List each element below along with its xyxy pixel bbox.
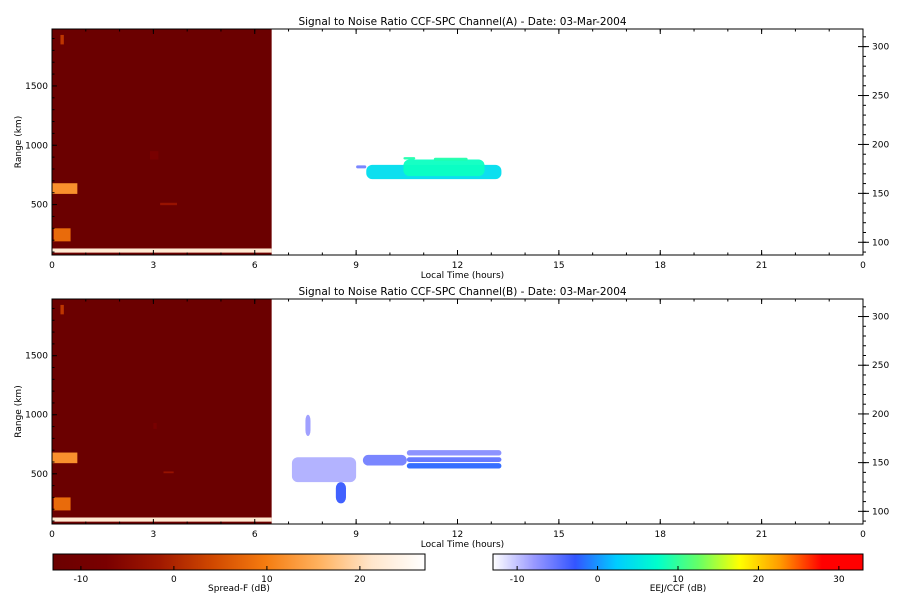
colorbar-tick-label: 20 <box>354 575 366 585</box>
spread-f-feature <box>149 151 159 160</box>
x-tick-label: 18 <box>655 261 667 271</box>
x-tick-label: 0 <box>49 261 55 271</box>
x-tick-label: 3 <box>151 530 157 540</box>
x-tick-label: 12 <box>452 530 463 540</box>
spread-f-block <box>52 299 272 524</box>
spread-f-feature <box>160 202 178 206</box>
eej-echo <box>335 482 346 504</box>
panel-channel-a: 0 3 6 9 12 15 18 21 0 500 1000 1500 100 150 200 250 300 S… <box>14 16 889 281</box>
x-tick-label: 0 <box>860 530 866 540</box>
y2-tick-label: 150 <box>872 189 889 199</box>
x-tick-label: 0 <box>860 261 866 271</box>
colorbar-tick-label: -10 <box>74 575 89 585</box>
spread-f-feature <box>52 183 78 194</box>
x-tick-label: 12 <box>452 261 463 271</box>
spread-f-feature <box>60 34 64 45</box>
y2-tick-label: 150 <box>872 459 889 469</box>
spread-f-feature <box>53 497 71 511</box>
spread-f-feature <box>153 423 157 429</box>
x-axis-label: Local Time (hours) <box>421 540 504 550</box>
y2-tick-label: 100 <box>872 238 889 248</box>
colorbar-tick-label: 10 <box>261 575 273 585</box>
y2-tick-label: 200 <box>872 140 889 150</box>
eej-echo <box>406 450 502 456</box>
y-tick-label: 1500 <box>25 352 48 362</box>
panel-channel-b: 0 3 6 9 12 15 18 21 0 500 1000 1500 100 150 200 250 300 S… <box>14 286 889 550</box>
colorbar-tick-label: 30 <box>833 575 845 585</box>
colorbar-eej-ccf: -10 0 10 20 30 EEJ/CCF (dB) <box>492 553 864 594</box>
y-axis-label: Range (km) <box>14 116 24 168</box>
spread-f-block <box>52 29 272 255</box>
x-tick-label: 18 <box>655 530 667 540</box>
eej-echo <box>291 457 357 483</box>
y-tick-label: 1500 <box>25 82 48 92</box>
colorbar-tick-label: -10 <box>510 575 525 585</box>
eej-echo <box>362 454 407 466</box>
x-tick-label: 9 <box>353 261 359 271</box>
eej-echo <box>356 165 367 169</box>
eej-echo <box>406 457 502 462</box>
x-tick-label: 15 <box>553 261 564 271</box>
colorbar-tick-label: 0 <box>171 575 177 585</box>
spread-f-feature <box>60 304 64 315</box>
colorbar-label: EEJ/CCF (dB) <box>650 584 707 594</box>
y2-tick-label: 300 <box>872 313 889 323</box>
spread-f-feature <box>52 248 272 253</box>
x-tick-label: 6 <box>252 261 258 271</box>
y-axis-label: Range (km) <box>14 385 24 437</box>
eej-echo <box>403 157 416 160</box>
eej-echo <box>433 157 468 161</box>
x-tick-label: 15 <box>553 530 564 540</box>
spread-f-feature <box>52 452 78 464</box>
x-tick-label: 21 <box>756 530 767 540</box>
y2-tick-label: 200 <box>872 410 889 420</box>
spread-f-feature <box>52 517 272 522</box>
colorbar-tick-label: 10 <box>672 575 684 585</box>
spread-f-feature <box>163 471 174 474</box>
x-tick-label: 3 <box>151 261 157 271</box>
colorbar-rect <box>52 553 426 571</box>
colorbar-label: Spread-F (dB) <box>208 584 270 594</box>
x-tick-label: 9 <box>353 530 359 540</box>
y-tick-label: 500 <box>31 201 48 211</box>
y-tick-label: 500 <box>31 470 48 480</box>
plot-title: Signal to Noise Ratio CCF-SPC Channel(B)… <box>298 286 626 298</box>
x-tick-label: 6 <box>252 530 258 540</box>
y2-tick-label: 250 <box>872 361 889 371</box>
x-tick-label: 0 <box>49 530 55 540</box>
colorbar-tick-label: 0 <box>595 575 601 585</box>
eej-echo <box>403 159 485 177</box>
eej-echo <box>406 463 502 469</box>
colorbar-spread-f: -10 0 10 20 Spread-F (dB) <box>52 553 426 594</box>
y-tick-label: 1000 <box>25 411 48 421</box>
plot-title: Signal to Noise Ratio CCF-SPC Channel(A)… <box>298 16 626 28</box>
spread-f-feature <box>53 228 71 242</box>
colorbar-tick-label: 20 <box>753 575 765 585</box>
eej-echo <box>305 414 311 437</box>
y2-tick-label: 100 <box>872 507 889 517</box>
x-tick-label: 21 <box>756 261 767 271</box>
y2-tick-label: 300 <box>872 43 889 53</box>
y-tick-label: 1000 <box>25 141 48 151</box>
y2-tick-label: 250 <box>872 92 889 102</box>
x-axis-label: Local Time (hours) <box>421 271 504 281</box>
